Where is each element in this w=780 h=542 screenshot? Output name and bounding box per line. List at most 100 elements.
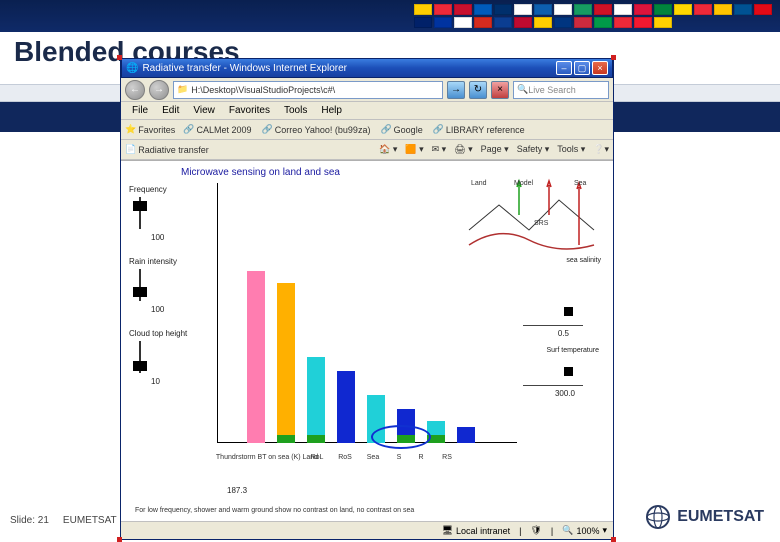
feeds-button[interactable]: 🟧 ▾ <box>405 144 423 155</box>
address-text: H:\Desktop\VisualStudioProjects\c#\ <box>191 85 335 95</box>
protected-mode-icon: 🛡 <box>530 525 541 536</box>
search-icon: 🔍 <box>517 84 528 95</box>
menu-favorites[interactable]: Favorites <box>222 103 277 118</box>
flag-icon <box>554 17 572 28</box>
flag-icon <box>554 4 572 15</box>
flag-icon <box>654 4 672 15</box>
close-button[interactable]: × <box>592 61 608 75</box>
x-tick-label: RS <box>442 454 452 461</box>
flag-icon <box>574 4 592 15</box>
flag-icon <box>474 4 492 15</box>
favorite-link[interactable]: 🔗CALMet 2009 <box>183 124 251 135</box>
flag-icon <box>734 4 752 15</box>
chart-bar <box>277 283 295 443</box>
nav-toolbar: ← → 📁 H:\Desktop\VisualStudioProjects\c#… <box>121 78 613 102</box>
crop-marker <box>611 55 616 60</box>
flag-icon <box>414 17 432 28</box>
flag-icon <box>614 4 632 15</box>
flag-icon <box>694 4 712 15</box>
flag-icon <box>714 4 732 15</box>
link-icon: 🔗 <box>433 124 444 135</box>
favorite-link[interactable]: 🔗Correo Yahoo! (bu99za) <box>262 124 371 135</box>
logo-text: EUMETSAT <box>677 508 764 526</box>
address-bar[interactable]: 📁 H:\Desktop\VisualStudioProjects\c#\ <box>173 81 443 99</box>
ie-icon: 🌐 <box>126 63 138 74</box>
favorite-link[interactable]: 🔗LIBRARY reference <box>433 124 525 135</box>
sketch-label-srs: SRS <box>534 220 549 227</box>
menu-tools[interactable]: Tools <box>277 103 314 118</box>
x-tick-label: R <box>418 454 423 461</box>
flag-icon <box>494 4 512 15</box>
slide-number: Slide: 21 <box>10 515 49 526</box>
menu-view[interactable]: View <box>186 103 222 118</box>
flag-icon <box>534 17 552 28</box>
slider-value: 100 <box>151 305 164 314</box>
minimize-button[interactable]: – <box>556 61 572 75</box>
axis-y <box>217 183 218 443</box>
favorite-link[interactable]: 🔗Google <box>380 124 422 135</box>
x-tick-label: RoL <box>311 454 324 461</box>
star-icon: ⭐ <box>125 124 136 135</box>
search-placeholder: Live Search <box>528 85 576 95</box>
search-box[interactable]: 🔍 Live Search <box>513 81 609 99</box>
zoom-icon: 🔍 <box>562 525 573 536</box>
print-button[interactable]: 🖨 ▾ <box>454 144 472 155</box>
link-icon: 🔗 <box>183 124 194 135</box>
flag-icon <box>654 17 672 28</box>
stop-button[interactable]: × <box>491 81 509 99</box>
tab-label: Radiative transfer <box>138 145 209 155</box>
slide-footer: Slide: 21 EUMETSAT <box>10 515 117 526</box>
flag-icon <box>414 4 432 15</box>
value-label-1873: 187.3 <box>227 486 247 495</box>
menu-help[interactable]: Help <box>314 103 349 118</box>
tools-menu[interactable]: Tools ▾ <box>557 144 585 155</box>
back-button[interactable]: ← <box>125 80 145 100</box>
flag-icon <box>454 17 472 28</box>
flag-icon <box>514 17 532 28</box>
chart-footnote: For low frequency, shower and warm groun… <box>135 507 603 515</box>
status-zone: Local intranet <box>456 526 510 536</box>
flag-icon <box>434 4 452 15</box>
flag-icon <box>514 4 532 15</box>
slider-knob[interactable] <box>133 287 147 297</box>
flag-icon <box>574 17 592 28</box>
forward-button[interactable]: → <box>149 80 169 100</box>
tab[interactable]: 📄 Radiative transfer <box>125 144 209 155</box>
flag-strip <box>414 4 774 28</box>
chart-bar <box>307 357 325 443</box>
flag-icon <box>674 4 692 15</box>
flag-icon <box>614 17 632 28</box>
flag-icon <box>754 4 772 15</box>
flag-icon <box>594 17 612 28</box>
favorites-button[interactable]: ⭐ Favorites <box>125 124 175 135</box>
zoom-dropdown[interactable]: ▾ <box>602 525 607 536</box>
favorites-bar: ⭐ Favorites 🔗CALMet 2009 🔗Correo Yahoo! (… <box>121 120 613 140</box>
safety-menu[interactable]: Safety ▾ <box>517 144 550 155</box>
x-tick-label: S <box>397 454 402 461</box>
go-button[interactable]: → <box>447 81 465 99</box>
menu-file[interactable]: File <box>125 103 155 118</box>
home-button[interactable]: 🏠 ▾ <box>379 144 397 155</box>
slider-knob[interactable] <box>133 361 147 371</box>
help-button[interactable]: ❔▾ <box>593 144 609 155</box>
sketch-label-sea: Sea <box>574 180 587 187</box>
flag-icon <box>434 17 452 28</box>
status-bar: 🖥 Local intranet | 🛡 | 🔍 100% ▾ <box>121 521 613 539</box>
slider-label: Rain intensity <box>129 257 177 266</box>
slider-label: Frequency <box>129 185 167 194</box>
titlebar[interactable]: 🌐 Radiative transfer - Windows Internet … <box>121 58 613 78</box>
slider-label: Cloud top height <box>129 329 187 338</box>
mail-button[interactable]: ✉ ▾ <box>432 144 447 155</box>
refresh-button[interactable]: ↻ <box>469 81 487 99</box>
favorites-label: Favorites <box>138 125 175 135</box>
crop-marker <box>117 55 122 60</box>
eumetsat-logo: EUMETSAT <box>645 504 764 530</box>
menu-edit[interactable]: Edit <box>155 103 186 118</box>
slider-knob[interactable] <box>133 201 147 211</box>
chart-bar <box>247 271 265 443</box>
slider-value: 10 <box>151 377 160 386</box>
chart-bar-marker <box>277 435 295 443</box>
link-icon: 🔗 <box>262 124 273 135</box>
maximize-button[interactable]: ▢ <box>574 61 590 75</box>
page-menu[interactable]: Page ▾ <box>481 144 509 155</box>
